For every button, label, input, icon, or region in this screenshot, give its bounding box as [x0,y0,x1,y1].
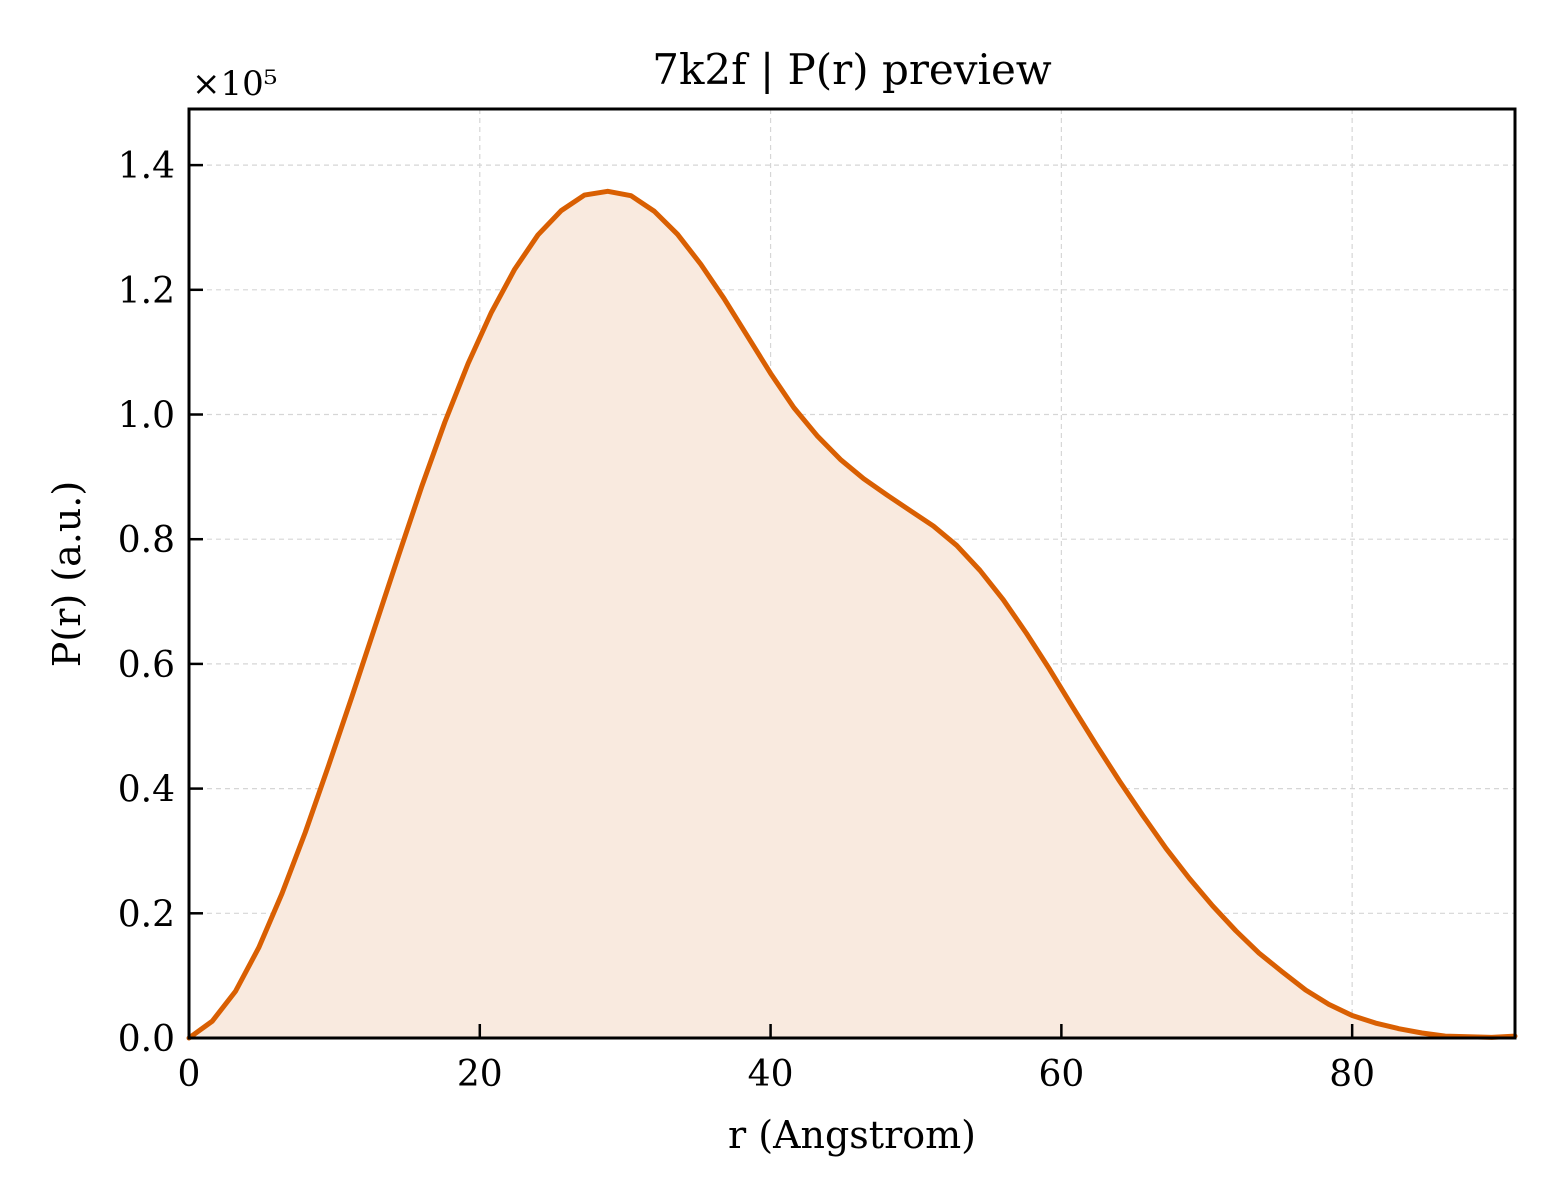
x-tick-label: 80 [1329,1054,1375,1095]
y-tick-label: 0.0 [118,1019,175,1060]
y-axis-label: P(r) (a.u.) [45,481,89,667]
x-tick-label: 20 [457,1054,503,1095]
y-tick-label: 1.0 [118,396,175,437]
x-tick-label: 60 [1038,1054,1084,1095]
series-line [186,188,1518,1041]
y-tick-label: 0.8 [118,520,175,561]
x-tick-label: 0 [178,1054,201,1095]
axis-ticks: 0 20 40 60 80 0.0 0.2 0.4 0.6 0.8 1.0 1.2 1.4 [118,146,1375,1095]
y-tick-label: 1.2 [118,271,175,312]
series-line-layer [186,188,1518,1041]
x-axis-label: r (Angstrom) [728,1113,976,1157]
y-tick-label: 0.6 [118,645,175,686]
plot-frame [187,107,1517,1040]
y-offset-label: ×10⁵ [192,64,277,104]
area-fill-layer [189,191,1515,1039]
area-fill [189,191,1515,1039]
x-tick-label: 40 [748,1054,794,1095]
y-tick-label: 1.4 [118,146,175,187]
chart-title: 7k2f | P(r) preview [652,45,1052,94]
y-tick-label: 0.2 [118,894,175,935]
y-tick-label: 0.4 [118,770,175,811]
